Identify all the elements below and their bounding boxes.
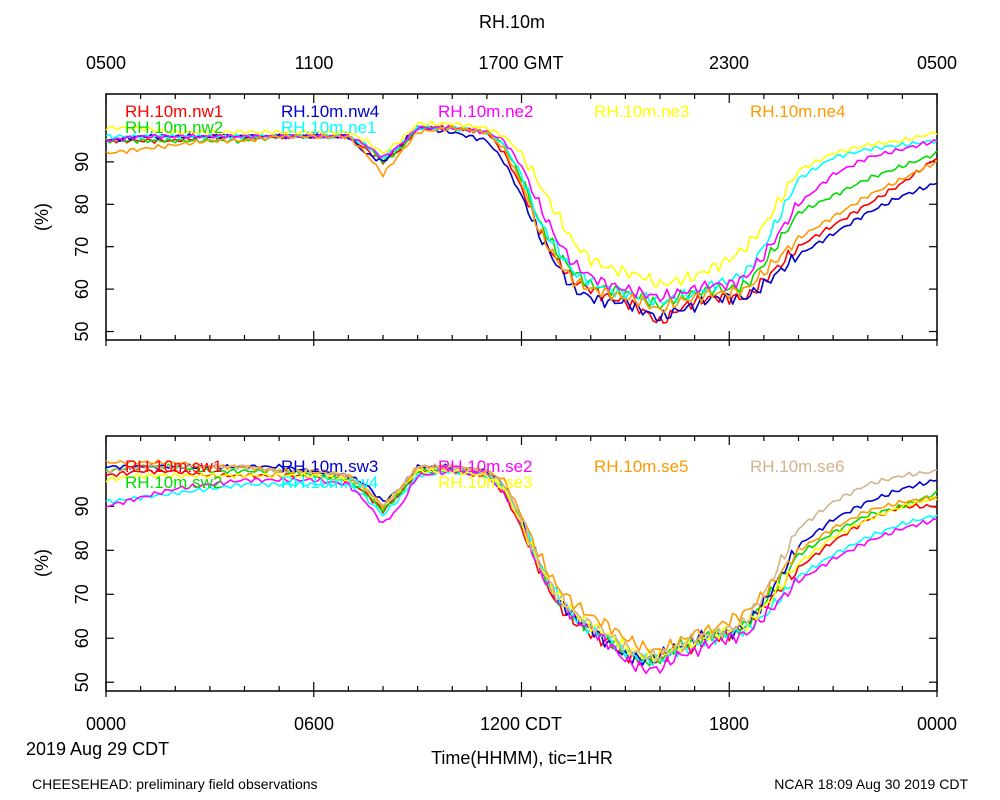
y-tick-label: 70 bbox=[72, 237, 92, 257]
top-axis-tick-label: 2300 bbox=[709, 53, 749, 73]
y-tick-label: 90 bbox=[72, 496, 92, 516]
legend-entry: RH.10m.se5 bbox=[594, 457, 688, 476]
legend-entry: RH.10m.nw4 bbox=[281, 102, 379, 121]
footer-right-note: NCAR 18:09 Aug 30 2019 CDT bbox=[774, 776, 968, 792]
legend-entry: RH.10m.sw3 bbox=[281, 457, 378, 476]
y-tick-label: 50 bbox=[72, 672, 92, 692]
series-line-rh-10m-ne3 bbox=[105, 120, 938, 289]
top-panel-y-labels: 50 60 70 80 90 bbox=[72, 152, 92, 342]
top-panel-ticks bbox=[105, 94, 938, 346]
y-tick-label: 70 bbox=[72, 584, 92, 604]
legend-entry: RH.10m.ne1 bbox=[281, 118, 376, 137]
legend-entry: RH.10m.nw2 bbox=[125, 118, 223, 137]
series-line-rh-10m-ne1 bbox=[105, 124, 938, 306]
top-axis-tick-label: 1100 bbox=[295, 53, 334, 73]
legend-entry: RH.10m.ne2 bbox=[438, 102, 533, 121]
bottom-axis-tick-label: 0600 bbox=[294, 714, 334, 734]
series-line-rh-10m-se5 bbox=[105, 459, 938, 656]
bottom-panel-y-labels: 50 60 70 80 90 bbox=[72, 496, 92, 692]
legend-entry: RH.10m.ne4 bbox=[750, 102, 845, 121]
legend-entry: RH.10m.sw1 bbox=[125, 457, 222, 476]
bottom-axis-tick-label: 1200 CDT bbox=[480, 714, 562, 734]
bottom-panel-ticks bbox=[105, 436, 938, 697]
series-line-rh-10m-se3 bbox=[105, 467, 938, 662]
y-tick-label: 80 bbox=[72, 540, 92, 560]
y-tick-label: 80 bbox=[72, 194, 92, 214]
bottom-axis-tick-label: 1800 bbox=[709, 714, 749, 734]
legend-entry: RH.10m.ne3 bbox=[594, 102, 689, 121]
series-line-rh-10m-nw4 bbox=[105, 125, 938, 322]
series-line-rh-10m-se6 bbox=[105, 463, 938, 661]
top-axis-tick-label: 0500 bbox=[917, 53, 957, 73]
top-gmt-axis: 0500 1100 1700 GMT 2300 0500 bbox=[86, 53, 957, 73]
y-tick-label: 60 bbox=[72, 279, 92, 299]
page-title: RH.10m bbox=[479, 12, 545, 32]
top-panel-series bbox=[105, 120, 938, 324]
legend-entry: RH.10m.se3 bbox=[438, 473, 532, 492]
series-line-rh-10m-se2 bbox=[105, 468, 938, 675]
bottom-axis-tick-label: 0000 bbox=[86, 714, 126, 734]
legend-entry: RH.10m.se6 bbox=[750, 457, 844, 476]
y-tick-label: 90 bbox=[72, 152, 92, 172]
series-line-rh-10m-sw2 bbox=[105, 463, 938, 667]
y-tick-label: 60 bbox=[72, 628, 92, 648]
y-tick-label: 50 bbox=[72, 322, 92, 342]
series-line-rh-10m-nw2 bbox=[105, 124, 938, 311]
footer-left-note: CHEESEHEAD: preliminary field observatio… bbox=[32, 776, 318, 792]
top-axis-tick-label: 0500 bbox=[86, 53, 126, 73]
bottom-cdt-axis: 0000 0600 1200 CDT 1800 0000 bbox=[86, 714, 957, 734]
series-line-rh-10m-sw4 bbox=[105, 469, 938, 667]
legend-entry: RH.10m.sw4 bbox=[281, 473, 378, 492]
series-line-rh-10m-ne4 bbox=[105, 124, 938, 314]
bottom-axis-tick-label: 0000 bbox=[917, 714, 957, 734]
top-panel-ylabel: (%) bbox=[32, 203, 52, 231]
series-line-rh-10m-nw1 bbox=[105, 124, 938, 324]
top-panel-frame bbox=[105, 93, 938, 341]
bottom-panel-series bbox=[105, 459, 938, 675]
bottom-panel-ylabel: (%) bbox=[32, 549, 52, 577]
legend-entry: RH.10m.se2 bbox=[438, 457, 532, 476]
series-line-rh-10m-sw3 bbox=[105, 463, 938, 666]
x-axis-label: Time(HHMM), tic=1HR bbox=[431, 748, 613, 768]
top-axis-tick-label: 1700 GMT bbox=[478, 53, 563, 73]
legend-entry: RH.10m.sw2 bbox=[125, 473, 222, 492]
date-label: 2019 Aug 29 CDT bbox=[26, 739, 169, 759]
legend-entry: RH.10m.nw1 bbox=[125, 102, 223, 121]
